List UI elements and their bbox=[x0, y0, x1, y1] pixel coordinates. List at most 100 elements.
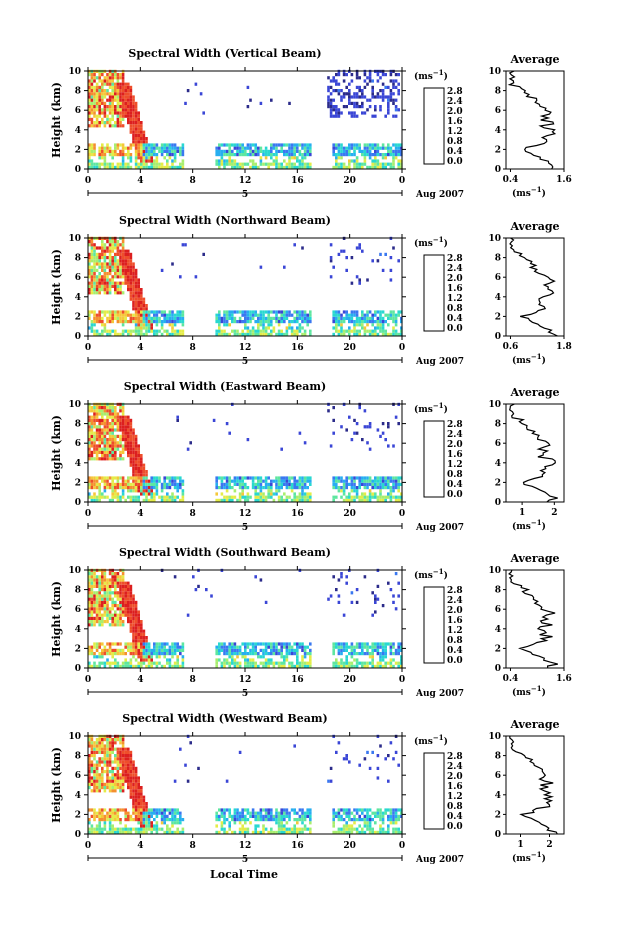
heatmap-cell bbox=[104, 115, 107, 118]
heatmap-cell bbox=[296, 642, 299, 645]
heatmap-cell bbox=[379, 662, 382, 665]
heatmap-cell bbox=[127, 646, 130, 649]
heatmap-cell bbox=[369, 317, 372, 320]
heatmap-cell bbox=[179, 153, 182, 156]
heatmap-cell bbox=[109, 617, 112, 620]
heatmap-cell bbox=[137, 121, 140, 124]
heatmap-cell bbox=[371, 496, 374, 499]
heatmap-cell bbox=[91, 425, 94, 428]
heatmap-cell bbox=[148, 483, 151, 486]
heatmap-cell bbox=[91, 256, 94, 259]
heatmap-cell bbox=[338, 476, 341, 479]
heatmap-cell bbox=[171, 314, 174, 317]
heatmap-cell bbox=[104, 598, 107, 601]
heatmap-cell bbox=[286, 808, 289, 811]
heatmap-cell bbox=[351, 601, 354, 604]
heatmap-cell bbox=[109, 824, 112, 827]
heatmap-cell bbox=[286, 812, 289, 815]
heatmap-cell bbox=[104, 770, 107, 773]
heatmap-cell bbox=[241, 824, 244, 827]
heatmap-cell bbox=[340, 89, 343, 92]
heatmap-cell bbox=[361, 320, 364, 323]
heatmap-cell bbox=[275, 143, 278, 146]
heatmap-cell bbox=[119, 143, 122, 146]
heatmap-cell bbox=[130, 156, 133, 159]
heatmap-cell bbox=[111, 486, 114, 489]
heatmap-cell bbox=[343, 642, 346, 645]
heatmap-cell bbox=[93, 607, 96, 610]
heatmap-cell bbox=[353, 483, 356, 486]
heatmap-cell bbox=[137, 317, 140, 320]
heatmap-cell bbox=[397, 147, 400, 150]
average-y-tick-label: 4 bbox=[495, 293, 501, 303]
heatmap-cell bbox=[163, 642, 166, 645]
y-tick-label: 8 bbox=[75, 87, 81, 97]
heatmap-cell bbox=[247, 646, 250, 649]
heatmap-cell bbox=[117, 448, 120, 451]
heatmap-cell bbox=[371, 92, 374, 95]
heatmap-cell bbox=[98, 604, 101, 607]
heatmap-cell bbox=[249, 99, 252, 102]
heatmap-cell bbox=[239, 812, 242, 815]
heatmap-cell bbox=[293, 150, 296, 153]
heatmap-cell bbox=[226, 496, 229, 499]
heatmap-cell bbox=[106, 776, 109, 779]
x-tick-label: 16 bbox=[291, 343, 304, 353]
heatmap-cell bbox=[278, 483, 281, 486]
heatmap-cell bbox=[93, 432, 96, 435]
heatmap-cell bbox=[345, 150, 348, 153]
heatmap-cell bbox=[390, 269, 393, 272]
heatmap-cell bbox=[262, 652, 265, 655]
heatmap-cell bbox=[130, 153, 133, 156]
heatmap-cell bbox=[98, 259, 101, 262]
heatmap-cell bbox=[369, 448, 372, 451]
heatmap-cell bbox=[122, 323, 125, 326]
heatmap-cell bbox=[130, 143, 133, 146]
average-y-tick-label: 0 bbox=[495, 664, 501, 674]
heatmap-cell bbox=[254, 476, 257, 479]
heatmap-cell bbox=[288, 320, 291, 323]
average-x-tick-label: 2 bbox=[551, 508, 557, 518]
heatmap-cell bbox=[127, 818, 130, 821]
heatmap-cell bbox=[119, 575, 122, 578]
heatmap-cell bbox=[104, 323, 107, 326]
heatmap-cell bbox=[122, 118, 125, 121]
heatmap-cell bbox=[127, 591, 130, 594]
heatmap-cell bbox=[244, 326, 247, 329]
heatmap-cell bbox=[98, 73, 101, 76]
colorbar-tick-label: 2.4 bbox=[447, 596, 463, 606]
heatmap-cell bbox=[130, 588, 133, 591]
heatmap-cell bbox=[91, 808, 94, 811]
heatmap-cell bbox=[101, 598, 104, 601]
heatmap-cell bbox=[309, 310, 312, 313]
heatmap-cell bbox=[137, 783, 140, 786]
heatmap-cell bbox=[244, 317, 247, 320]
heatmap-cell bbox=[130, 662, 133, 665]
heatmap-cell bbox=[171, 824, 174, 827]
heatmap-cell bbox=[132, 441, 135, 444]
heatmap-cell bbox=[93, 108, 96, 111]
heatmap-cell bbox=[135, 307, 138, 310]
heatmap-cell bbox=[153, 159, 156, 162]
heatmap-cell bbox=[169, 649, 172, 652]
heatmap-cell bbox=[174, 143, 177, 146]
heatmap-cell bbox=[265, 326, 268, 329]
heatmap-cell bbox=[101, 416, 104, 419]
heatmap-cell bbox=[96, 824, 99, 827]
heatmap-cell bbox=[109, 409, 112, 412]
heatmap-cell bbox=[265, 642, 268, 645]
heatmap-cell bbox=[369, 652, 372, 655]
heatmap-cell bbox=[358, 330, 361, 333]
heatmap-cell bbox=[158, 828, 161, 831]
heatmap-cell bbox=[374, 159, 377, 162]
heatmap-cell bbox=[140, 633, 143, 636]
heatmap-cell bbox=[104, 428, 107, 431]
heatmap-cell bbox=[106, 416, 109, 419]
heatmap-cell bbox=[174, 330, 177, 333]
heatmap-cell bbox=[338, 323, 341, 326]
heatmap-cell bbox=[132, 288, 135, 291]
panel-4: Spectral Width (Southward Beam)0246810He… bbox=[50, 546, 572, 699]
heatmap-cell bbox=[221, 642, 224, 645]
heatmap-cell bbox=[247, 310, 250, 313]
heatmap-cell bbox=[218, 649, 221, 652]
